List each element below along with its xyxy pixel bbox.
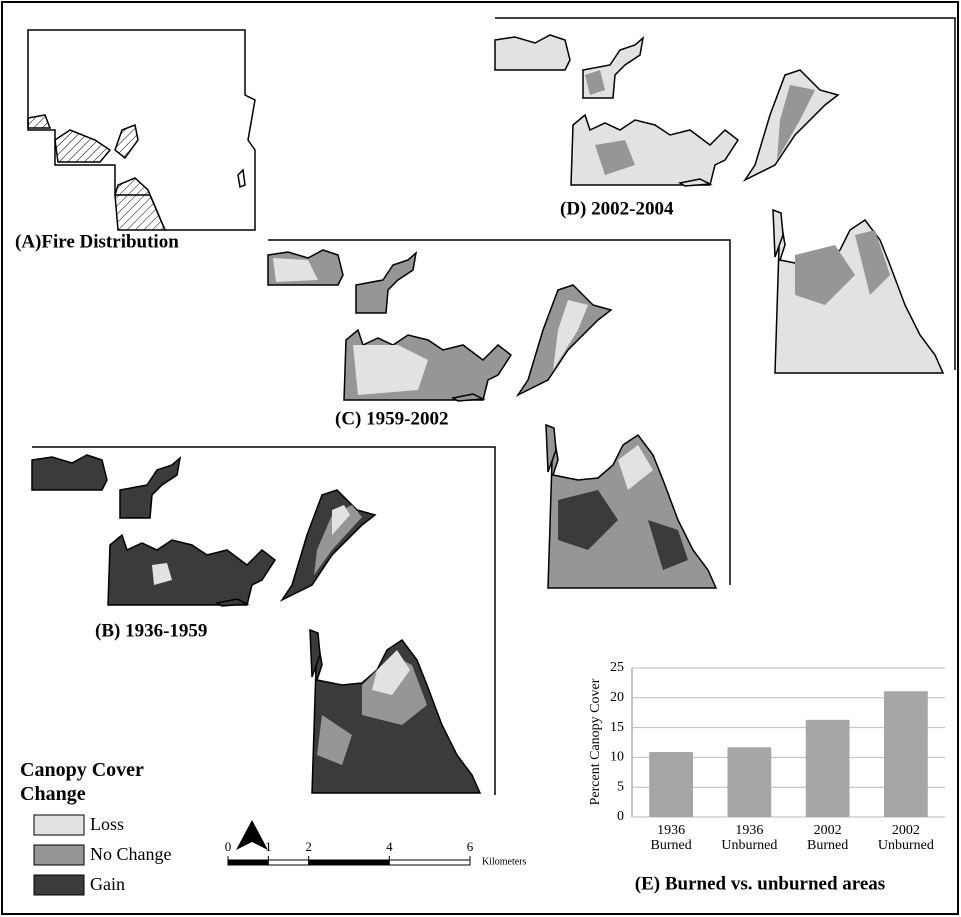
y-tick-label: 0 [617,809,624,824]
legend-label: Gain [90,874,125,894]
legend-swatch [34,845,84,865]
y-tick-label: 15 [610,720,624,735]
y-tick-label: 20 [610,690,624,705]
scale-label: 4 [386,839,393,854]
legend-swatch [34,815,84,835]
x-tick-label: 2002 Burned [796,823,860,853]
y-axis-label: Percent Canopy Cover [588,678,603,805]
figure: (A)Fire Distribution (B) 1936-1959 (C) 1… [0,0,961,917]
y-tick-label: 25 [610,660,624,675]
y-tick-label: 5 [617,779,624,794]
legend-title: Canopy Cover Change [20,758,210,806]
chart-title: (E) Burned vs. unburned areas [635,873,885,894]
legend-label: Loss [90,814,124,834]
scale-label: 0 [225,839,232,854]
north-arrow [236,820,268,850]
panel-label: (B) 1936-1959 [95,620,207,641]
scale-label: 1 [265,839,272,854]
panel-label: (C) 1959-2002 [335,408,448,429]
bar [806,720,850,817]
legend-swatch [34,875,84,895]
x-tick-label: 1936 Unburned [717,823,781,853]
bar [649,752,693,817]
scale-label: 6 [467,839,474,854]
x-tick-label: 2002 Unburned [874,823,938,853]
panel-label: (D) 2002-2004 [560,198,674,219]
bar [884,691,928,817]
y-tick-label: 10 [610,750,624,765]
scale-unit: Kilometers [482,856,527,867]
scale-segment [228,860,268,865]
fire-distribution-map [28,30,255,230]
scale-label: 2 [305,839,312,854]
scale-segment [389,860,470,865]
legend-label: No Change [90,844,171,864]
scale-segment [268,860,308,865]
scale-segment [309,860,390,865]
x-tick-label: 1936 Burned [639,823,703,853]
bar [727,747,771,817]
panel-label: (A)Fire Distribution [15,231,179,252]
canopy-patches [585,70,890,305]
